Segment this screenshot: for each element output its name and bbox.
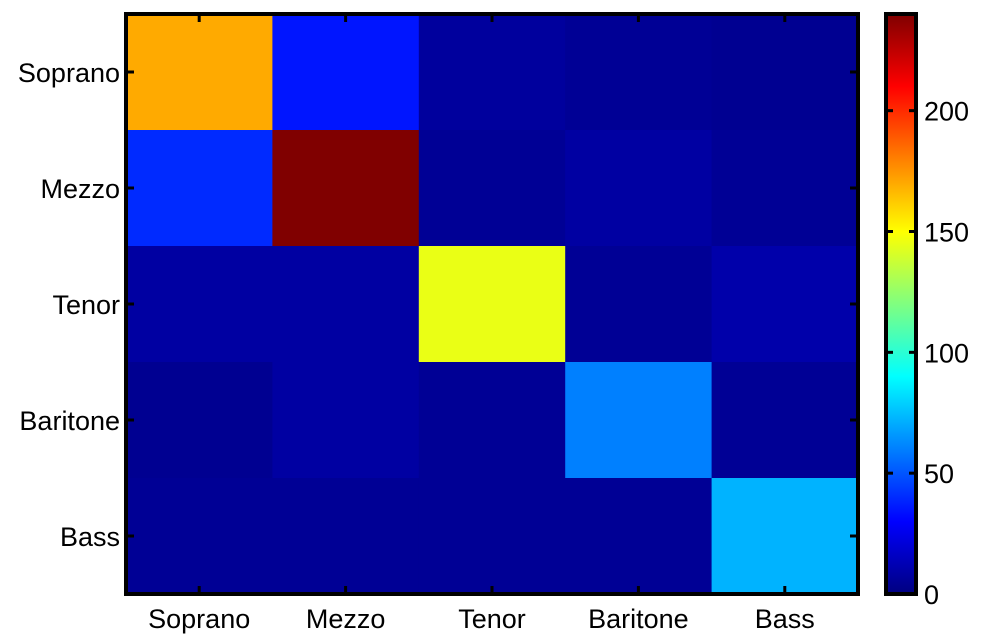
heatmap-cell-tenor-soprano (126, 246, 273, 363)
heatmap-cell-baritone-mezzo (272, 362, 420, 479)
heatmap-cell-soprano-tenor (418, 14, 566, 131)
y-tick-label-mezzo: Mezzo (40, 174, 120, 204)
x-axis-tick-labels: Soprano Mezzo Tenor Baritone Bass (148, 604, 815, 634)
y-axis-tick-labels: Soprano Mezzo Tenor Baritone Bass (18, 58, 120, 552)
heatmap-cell-mezzo-baritone (565, 130, 713, 247)
heatmap-cell-bass-bass (711, 478, 859, 595)
heatmap-cell-soprano-baritone (565, 14, 713, 131)
heatmap-cell-bass-tenor (418, 478, 566, 595)
x-tick-label-bass: Bass (755, 604, 815, 634)
heatmap-cell-mezzo-bass (711, 130, 859, 247)
x-tick-label-soprano: Soprano (148, 604, 250, 634)
heatmap-cell-mezzo-soprano (126, 130, 273, 247)
heatmap-cell-soprano-soprano (126, 14, 273, 131)
heatmap-cell-tenor-mezzo (272, 246, 420, 363)
heatmap-cells (126, 14, 859, 595)
y-tick-label-tenor: Tenor (52, 290, 120, 320)
heatmap-cell-soprano-bass (711, 14, 859, 131)
plot-ticks (126, 14, 858, 594)
colorbar-tick-label-100: 100 (924, 338, 969, 368)
colorbar-tick-labels: 0 50 100 150 200 (924, 97, 969, 610)
heatmap-cell-soprano-mezzo (272, 14, 420, 131)
colorbar-frame (884, 12, 918, 596)
x-tick-label-mezzo: Mezzo (306, 604, 386, 634)
heatmap-cell-baritone-bass (711, 362, 859, 479)
heatmap-cell-mezzo-mezzo (272, 130, 420, 247)
heatmap-cell-tenor-baritone (565, 246, 713, 363)
heatmap-cell-baritone-tenor (418, 362, 566, 479)
heatmap-cell-tenor-tenor (418, 246, 566, 363)
heatmap-cell-bass-baritone (565, 478, 713, 595)
colorbar-tick-label-150: 150 (924, 218, 969, 248)
x-tick-label-baritone: Baritone (588, 604, 689, 634)
heatmap-cell-baritone-soprano (126, 362, 273, 479)
heatmap-cell-mezzo-tenor (418, 130, 566, 247)
heatmap-cell-bass-mezzo (272, 478, 420, 595)
y-tick-label-baritone: Baritone (19, 406, 120, 436)
colorbar (886, 14, 916, 594)
y-tick-label-soprano: Soprano (18, 58, 120, 88)
x-tick-label-tenor: Tenor (458, 604, 526, 634)
heatmap-cell-tenor-bass (711, 246, 859, 363)
colorbar-ticks (886, 109, 916, 596)
y-tick-label-bass: Bass (60, 522, 120, 552)
colorbar-tick-label-50: 50 (924, 459, 954, 489)
colorbar-tick-label-200: 200 (924, 97, 969, 127)
heatmap-cell-baritone-baritone (565, 362, 713, 479)
heatmap-cell-bass-soprano (126, 478, 273, 595)
colorbar-tick-label-0: 0 (924, 580, 939, 610)
